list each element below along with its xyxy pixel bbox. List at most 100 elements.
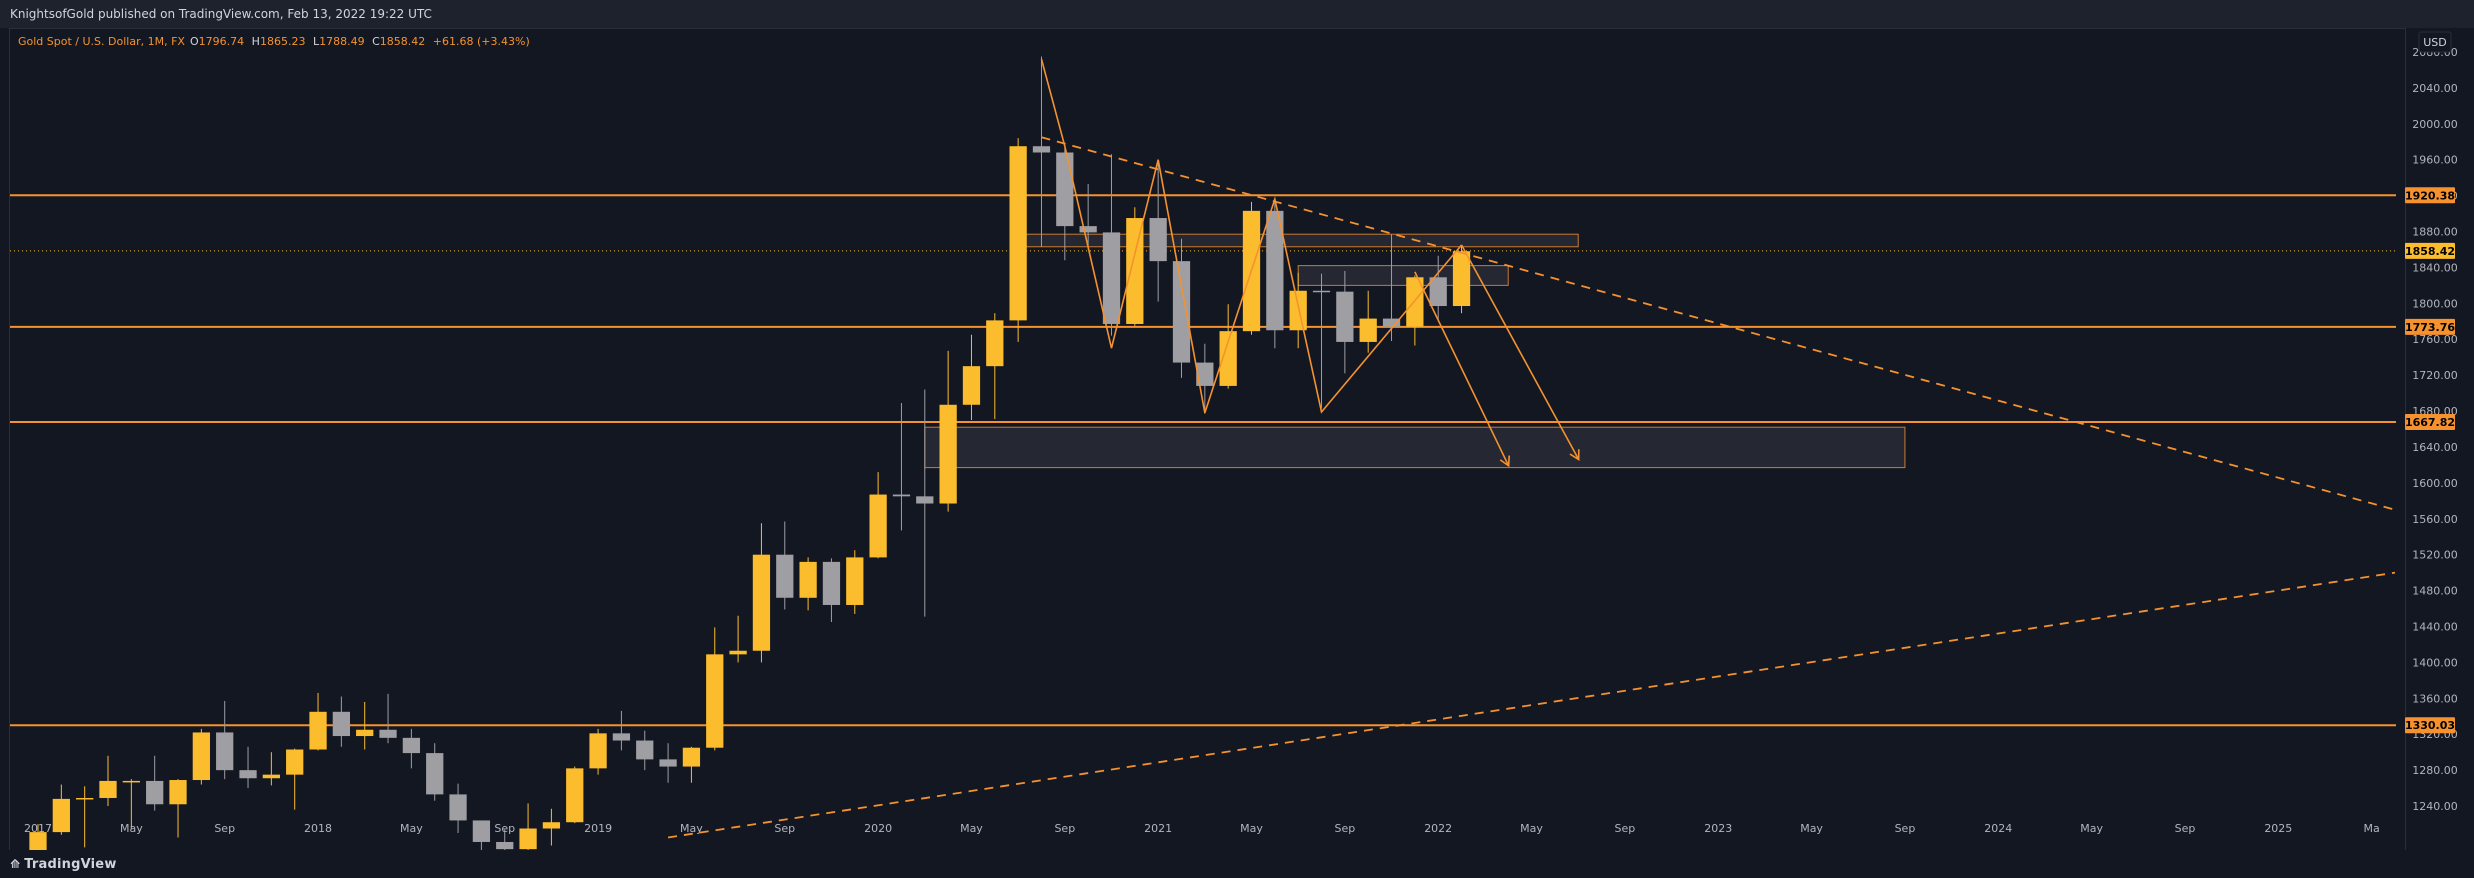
candle-body (1312, 290, 1331, 293)
candle-body (542, 822, 561, 829)
candle (52, 784, 70, 835)
price-tick-label: 1840.00 (2412, 261, 2458, 274)
projection-arrow-0 (1414, 271, 1511, 468)
last-price-tag-label: 1858.42 (2405, 245, 2455, 258)
level-price-tag-label: 1773.76 (2405, 321, 2455, 334)
candle (916, 389, 934, 617)
candle (1056, 148, 1074, 261)
time-tick-label: 2021 (1144, 822, 1172, 835)
time-tick-label: Sep (1615, 822, 1636, 835)
candle-body (1406, 277, 1424, 327)
price-tick-label: 1960.00 (2412, 154, 2458, 167)
zone-box-0 (1017, 233, 1579, 248)
candle-body (1289, 290, 1307, 331)
price-tick-label: 2040.00 (2412, 82, 2458, 95)
candle-body (449, 794, 467, 821)
zone-box-1 (1297, 265, 1509, 286)
candle (822, 558, 841, 623)
candle-body (682, 747, 701, 767)
price-tick-label: 1360.00 (2412, 692, 2458, 705)
time-axis[interactable]: 2017 May Sep 2018 May Sep 2019 May Sep 2020 May Sep… (24, 822, 2380, 835)
candle-body (99, 780, 117, 798)
candle (1336, 271, 1354, 374)
last-price-tag: 1858.42 (2405, 242, 2455, 259)
currency-badge[interactable]: USD (2418, 31, 2452, 53)
candle-body (1126, 218, 1144, 324)
candle (519, 803, 537, 859)
candle (1219, 304, 1237, 389)
candle-body (776, 554, 794, 598)
level-price-tag-label: 1667.82 (2405, 416, 2455, 429)
price-tick-label: 1240.00 (2412, 800, 2458, 813)
candle-body (426, 753, 444, 795)
level-price-tag: 1330.03 (2405, 717, 2455, 734)
candle-body (239, 770, 257, 779)
time-tick-label: Sep (1334, 822, 1355, 835)
candle (636, 730, 654, 771)
candle (612, 710, 631, 751)
time-tick-label: May (2080, 822, 2103, 835)
brand-label: TradingView (24, 857, 117, 872)
price-tick-label: 1280.00 (2412, 764, 2458, 777)
candle-body (332, 711, 351, 737)
price-tick-label: 1520.00 (2412, 549, 2458, 562)
level-price-tag-bg (2405, 318, 2455, 335)
candle-body (496, 841, 514, 850)
candle-body (612, 733, 631, 741)
price-tick-label: 1560.00 (2412, 513, 2458, 526)
candle-body (1452, 251, 1471, 307)
price-tag-layer: 1920.38 1773.76 1667.82 1330.03 1858.42 (2405, 187, 2455, 734)
candle-body (1079, 226, 1097, 233)
price-tick-label: 1600.00 (2412, 477, 2458, 490)
candle-body (869, 494, 887, 558)
level-price-tag: 1920.38 (2405, 187, 2455, 204)
level-price-tag: 1773.76 (2405, 318, 2455, 335)
footer-bar: ⟰ TradingView (0, 850, 2474, 878)
publish-header: KnightsofGold published on TradingView.c… (0, 0, 2474, 28)
price-tick-label: 1400.00 (2412, 656, 2458, 669)
candle-body (1219, 331, 1237, 386)
zone-box-2 (924, 426, 1906, 469)
candle (122, 779, 140, 830)
candle (846, 550, 864, 614)
high-value: 1865.23 (260, 35, 306, 48)
candle (216, 701, 234, 780)
level-price-tag-bg (2405, 187, 2455, 204)
candle-body (1102, 232, 1121, 324)
time-tick-label: Ma (2364, 822, 2380, 835)
candle (1079, 183, 1097, 250)
candle-body (309, 711, 327, 750)
candle-body (1172, 261, 1191, 363)
projection-arrow-1 (1460, 244, 1580, 461)
candle-body (1032, 146, 1051, 153)
candle-body (216, 732, 234, 771)
tradingview-logo[interactable]: ⟰ TradingView (10, 857, 117, 872)
candle-body (1009, 146, 1027, 321)
candle (1382, 234, 1401, 342)
candle-layer (29, 56, 1471, 878)
price-tick-label: 2000.00 (2412, 118, 2458, 131)
candle (286, 748, 304, 810)
price-tick-label: 1800.00 (2412, 297, 2458, 310)
time-tick-label: May (680, 822, 703, 835)
candle (1172, 238, 1191, 378)
candle (1359, 290, 1377, 353)
candle (962, 334, 981, 421)
candle (262, 752, 281, 786)
currency-badge-bg (2418, 31, 2452, 53)
time-tick-label: 2023 (1704, 822, 1732, 835)
candle (1312, 273, 1331, 409)
candle (76, 786, 94, 848)
candle-body (1382, 318, 1401, 327)
candle (659, 743, 677, 783)
candle (1009, 138, 1027, 342)
candle (402, 728, 421, 769)
price-tick-label: 1880.00 (2412, 226, 2458, 239)
time-tick-label: Sep (1054, 822, 1075, 835)
candle-body (986, 320, 1004, 367)
candle (869, 472, 887, 559)
candle (332, 696, 351, 747)
candle (752, 523, 771, 663)
candle (682, 746, 701, 783)
